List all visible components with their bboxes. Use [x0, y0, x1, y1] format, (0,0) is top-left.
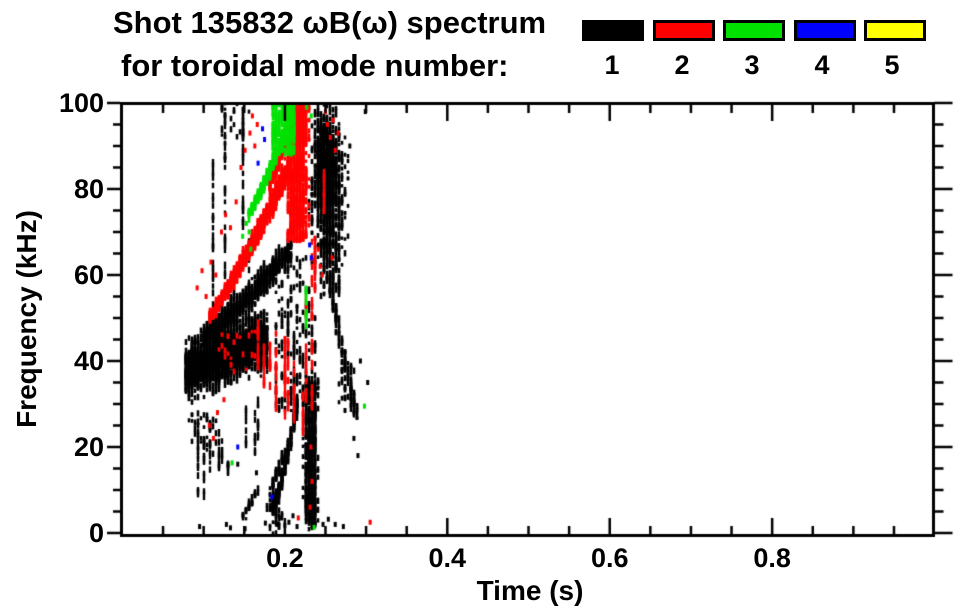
chart-subtitle: for toroidal mode number:	[121, 48, 509, 83]
legend-label-3: 3	[744, 50, 760, 80]
legend-label-4: 4	[814, 50, 830, 80]
y-tick-label-20: 20	[73, 431, 104, 462]
legend-swatch-1	[582, 20, 644, 41]
legend-swatch-5	[864, 20, 926, 41]
legend-label-5: 5	[884, 50, 900, 80]
y-tick-label-100: 100	[58, 87, 104, 118]
legend-label-2: 2	[674, 50, 690, 80]
x-tick-label-0.4: 0.4	[428, 543, 467, 573]
y-tick-label-60: 60	[73, 259, 104, 290]
x-tick-label-0.6: 0.6	[590, 543, 629, 573]
y-tick-label-80: 80	[73, 173, 104, 204]
y-tick-label-0: 0	[88, 518, 104, 548]
x-tick-label-0.8: 0.8	[753, 543, 791, 573]
legend-swatch-2	[652, 20, 715, 41]
y-tick-label-40: 40	[73, 345, 104, 376]
legend-swatch-3	[723, 20, 785, 41]
y-axis-label: Frequency (kHz)	[11, 210, 42, 428]
chart-title: Shot 135832 ωB(ω) spectrum	[113, 5, 547, 40]
legend-label-1: 1	[604, 50, 620, 80]
x-axis-label: Time (s)	[476, 575, 584, 606]
x-tick-label-0.2: 0.2	[266, 543, 304, 573]
legend-swatch-4	[793, 20, 856, 41]
